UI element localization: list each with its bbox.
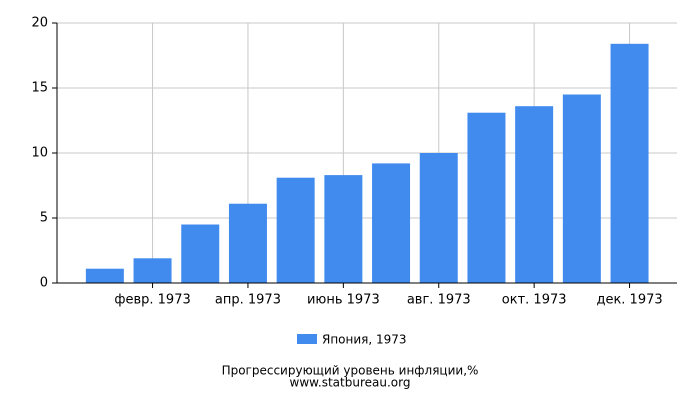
bar: [324, 175, 363, 283]
bar: [562, 94, 601, 283]
x-tick-label: авг. 1973: [407, 293, 471, 308]
x-tick-label: июнь 1973: [307, 293, 380, 308]
x-tick-label: дек. 1973: [596, 293, 662, 308]
bar: [181, 224, 220, 283]
x-tick-label: апр. 1973: [215, 293, 281, 308]
bar: [610, 43, 649, 283]
bar: [85, 268, 124, 283]
y-tick-label: 20: [31, 16, 48, 31]
bar: [276, 177, 315, 283]
x-tick-label: февр. 1973: [114, 293, 190, 308]
legend-swatch: [297, 334, 317, 344]
source: www.statbureau.org: [290, 376, 411, 390]
y-tick-label: 0: [40, 276, 48, 291]
chart-title: Прогрессирующий уровень инфляции,%: [222, 364, 479, 378]
legend-label: Япония, 1973: [322, 333, 407, 347]
bar: [228, 203, 267, 283]
y-tick-label: 10: [31, 146, 48, 161]
y-tick-label: 15: [31, 81, 48, 96]
bar: [515, 106, 554, 283]
bar: [467, 112, 506, 283]
bar: [419, 153, 458, 283]
bar: [372, 163, 411, 283]
x-tick-label: окт. 1973: [502, 293, 567, 308]
bar: [133, 258, 172, 283]
y-tick-label: 5: [40, 211, 48, 226]
